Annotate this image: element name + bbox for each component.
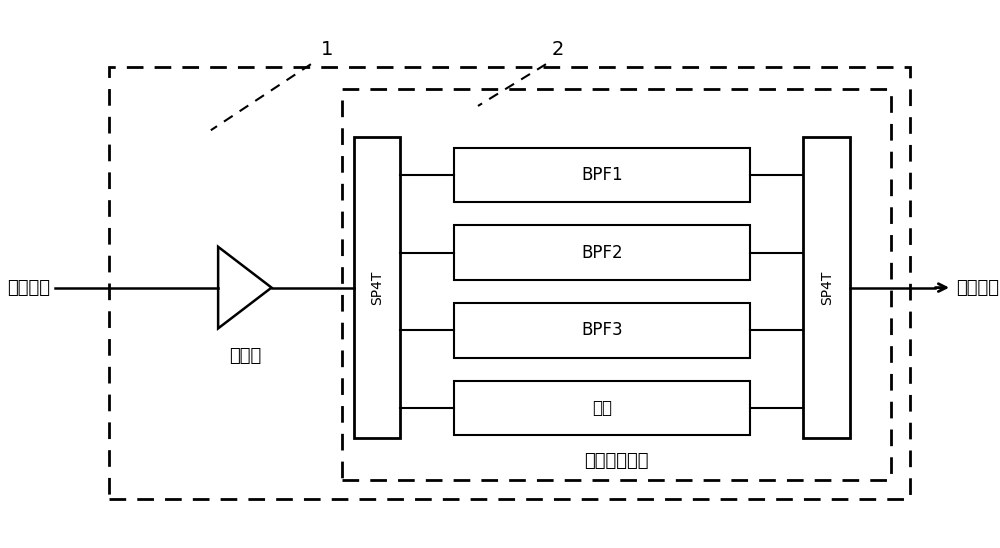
- Bar: [354, 137, 400, 438]
- Text: SP4T: SP4T: [370, 270, 384, 305]
- Text: 2: 2: [551, 40, 564, 59]
- Bar: [454, 225, 750, 280]
- Bar: [109, 67, 910, 499]
- Bar: [342, 89, 891, 480]
- Bar: [454, 381, 750, 435]
- Text: 直通: 直通: [592, 399, 612, 417]
- Text: SP4T: SP4T: [820, 270, 834, 305]
- Bar: [454, 303, 750, 357]
- Text: 放大器: 放大器: [229, 346, 261, 364]
- Text: BPF3: BPF3: [581, 321, 623, 339]
- Bar: [803, 137, 850, 438]
- Text: BPF1: BPF1: [581, 166, 623, 184]
- Text: 开关滤波器组: 开关滤波器组: [584, 452, 649, 470]
- Text: BPF2: BPF2: [581, 244, 623, 261]
- Text: 1: 1: [321, 40, 334, 59]
- Bar: [454, 148, 750, 202]
- Text: 射频输入: 射频输入: [8, 278, 51, 296]
- Text: 射频输出: 射频输出: [956, 278, 999, 296]
